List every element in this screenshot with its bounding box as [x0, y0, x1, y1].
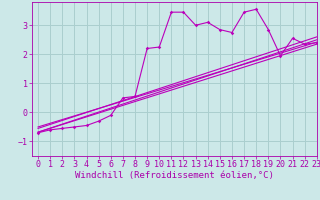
X-axis label: Windchill (Refroidissement éolien,°C): Windchill (Refroidissement éolien,°C): [75, 171, 274, 180]
